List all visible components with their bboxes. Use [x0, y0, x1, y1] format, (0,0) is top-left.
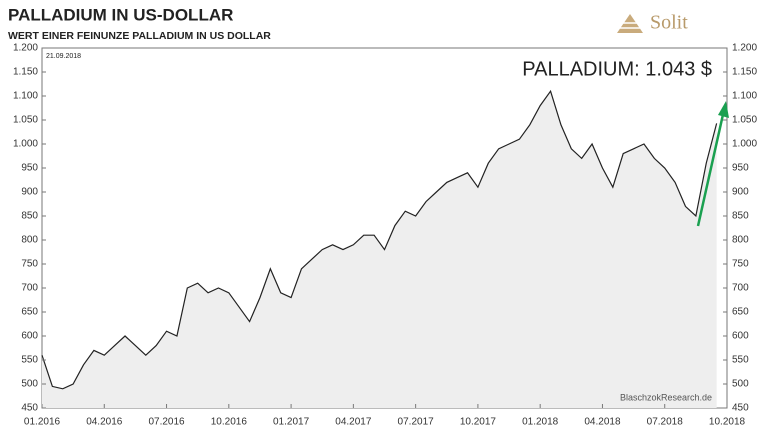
y-tick-label: 750: [21, 259, 38, 270]
y-tick-label: 800: [21, 235, 38, 246]
y-tick-label: 500: [21, 379, 38, 390]
y2-tick-label: 600: [732, 331, 749, 342]
y-tick-label: 900: [21, 187, 38, 198]
x-tick-label: 01.2018: [522, 417, 559, 428]
x-tick-label: 01.2017: [273, 417, 310, 428]
y2-tick-label: 450: [732, 403, 749, 414]
y-tick-label: 1.050: [13, 115, 38, 126]
y2-tick-label: 700: [732, 283, 749, 294]
y-tick-label: 550: [21, 355, 38, 366]
y-tick-label: 850: [21, 211, 38, 222]
x-tick-label: 04.2016: [86, 417, 123, 428]
x-tick-label: 10.2018: [709, 417, 746, 428]
x-tick-label: 04.2018: [584, 417, 621, 428]
y2-tick-label: 1.050: [732, 115, 757, 126]
x-tick-label: 07.2017: [398, 417, 435, 428]
y-tick-label: 950: [21, 163, 38, 174]
y-tick-label: 1.100: [13, 91, 38, 102]
y2-tick-label: 1.100: [732, 91, 757, 102]
x-tick-label: 10.2017: [460, 417, 497, 428]
y-tick-label: 650: [21, 307, 38, 318]
logo-icon: [617, 14, 643, 33]
logo-text: Solit: [650, 12, 688, 34]
trend-arrow: [696, 101, 729, 227]
chart-subtitle: WERT EINER FEINUNZE PALLADIUM IN US DOLL…: [8, 30, 271, 42]
y-tick-label: 1.200: [13, 43, 38, 54]
area-fill: [42, 91, 717, 408]
y2-tick-label: 1.150: [732, 67, 757, 78]
y2-tick-label: 750: [732, 259, 749, 270]
source: BlaschzokResearch.de: [620, 392, 712, 402]
y2-tick-label: 650: [732, 307, 749, 318]
y-tick-label: 1.150: [13, 67, 38, 78]
date-note: 21.09.2018: [46, 53, 81, 60]
y-tick-label: 1.000: [13, 139, 38, 150]
y2-tick-label: 850: [732, 211, 749, 222]
y2-tick-label: 500: [732, 379, 749, 390]
y-tick-label: 450: [21, 403, 38, 414]
x-tick-label: 01.2016: [24, 417, 61, 428]
y2-tick-label: 800: [732, 235, 749, 246]
y-tick-label: 600: [21, 331, 38, 342]
chart-title: PALLADIUM IN US-DOLLAR: [8, 5, 233, 24]
y2-tick-label: 1.000: [732, 139, 757, 150]
y-tick-label: 700: [21, 283, 38, 294]
y2-tick-label: 550: [732, 355, 749, 366]
x-tick-label: 04.2017: [335, 417, 372, 428]
y2-tick-label: 950: [732, 163, 749, 174]
x-tick-label: 07.2018: [647, 417, 684, 428]
annotation: PALLADIUM: 1.043 $: [522, 58, 712, 80]
y2-tick-label: 900: [732, 187, 749, 198]
y2-tick-label: 1.200: [732, 43, 757, 54]
x-tick-label: 07.2016: [148, 417, 185, 428]
price-line: [41, 89, 718, 390]
x-tick-label: 10.2016: [211, 417, 248, 428]
